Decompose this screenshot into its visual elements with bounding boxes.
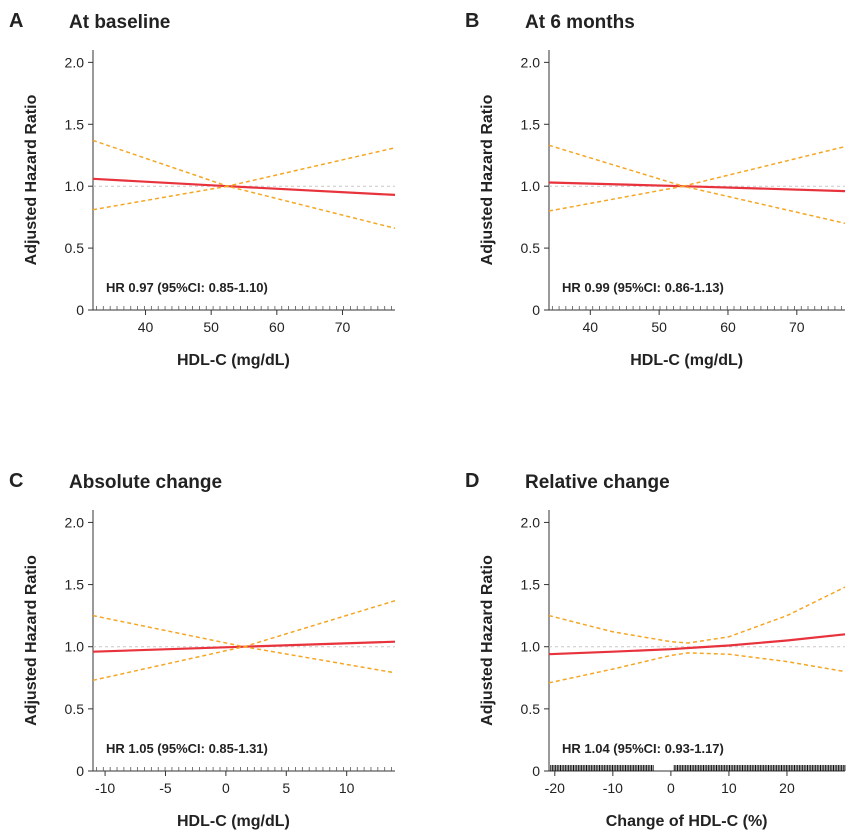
rug-marks	[551, 306, 843, 310]
rug-marks	[96, 306, 392, 310]
y-tick-label: 1.5	[65, 577, 85, 593]
x-axis-label: HDL-C (mg/dL)	[177, 813, 290, 830]
x-tick-label: 70	[789, 319, 805, 335]
y-tick-label: 1.0	[65, 178, 85, 194]
series-upper-ci	[548, 144, 846, 187]
panel-title: Absolute change	[69, 472, 222, 493]
panel-letter: B	[465, 10, 479, 32]
x-tick-label: -20	[545, 780, 565, 796]
series-lower-ci	[548, 652, 846, 684]
panel-title: At 6 months	[525, 12, 635, 33]
y-axis-label: Adjusted Hazard Ratio	[479, 94, 496, 265]
panel-title: At baseline	[69, 12, 170, 33]
y-axis-label: Adjusted Hazard Ratio	[23, 555, 40, 726]
y-tick-label: 1.5	[65, 116, 85, 132]
rug-marks	[550, 765, 846, 771]
x-tick-label: -5	[159, 780, 172, 796]
y-tick-label: 1.0	[521, 639, 541, 655]
y-tick-label: 0	[532, 302, 540, 318]
y-tick-label: 1.0	[521, 178, 541, 194]
x-tick-label: 20	[779, 780, 795, 796]
y-tick-label: 2.0	[521, 514, 541, 530]
y-tick-label: 2.0	[521, 54, 541, 70]
y-tick-label: 1.5	[521, 116, 541, 132]
panel-letter: A	[9, 10, 23, 32]
x-tick-label: -10	[603, 780, 623, 796]
y-tick-label: 0.5	[521, 701, 541, 717]
series-upper-ci	[92, 599, 396, 648]
x-tick-label: 10	[721, 780, 737, 796]
x-axis-label: HDL-C (mg/dL)	[630, 352, 743, 369]
y-tick-label: 2.0	[65, 514, 85, 530]
chart-panel-b: B At 6 months 0 0.5 1.0 1.5 2.0 40 50 60 70 HR 0.99…	[465, 10, 846, 369]
y-tick-label: 1.0	[65, 639, 85, 655]
chart-panel-a: A At baseline 0 0.5 1.0 1.5 2.0 40 50 60 70 HR 0.97…	[9, 10, 396, 369]
y-tick-label: 1.5	[521, 577, 541, 593]
y-tick-label: 0.5	[65, 240, 85, 256]
x-tick-label: 0	[667, 780, 675, 796]
y-tick-label: 0	[76, 763, 84, 779]
chart-panel-c: C Absolute change 0 0.5 1.0 1.5 2.0 -10 -5 0 5 10 HR…	[9, 470, 396, 830]
hr-annotation: HR 0.97 (95%CI: 0.85-1.10)	[106, 280, 268, 295]
panel-letter: C	[9, 470, 23, 492]
x-axis-label: Change of HDL-C (%)	[606, 813, 768, 830]
hr-annotation: HR 1.04 (95%CI: 0.93-1.17)	[562, 741, 724, 756]
chart-panel-d: D Relative change 0 0.5 1.0 1.5 2.0 -20 -10 0 10 20…	[465, 470, 846, 830]
series-lower-ci	[92, 185, 396, 230]
y-tick-label: 0	[532, 763, 540, 779]
y-tick-label: 0.5	[65, 701, 85, 717]
x-tick-label: 70	[335, 319, 351, 335]
x-tick-label: 60	[269, 319, 285, 335]
hr-annotation: HR 1.05 (95%CI: 0.85-1.31)	[106, 741, 268, 756]
series-estimate	[548, 633, 846, 656]
x-tick-label: 5	[282, 780, 290, 796]
y-tick-label: 0.5	[521, 240, 541, 256]
x-tick-label: -10	[95, 780, 115, 796]
x-tick-label: 60	[720, 319, 736, 335]
y-tick-label: 2.0	[65, 54, 85, 70]
y-axis-label: Adjusted Hazard Ratio	[479, 555, 496, 726]
x-tick-label: 50	[203, 319, 219, 335]
rug-marks	[96, 767, 392, 771]
series-lower-ci	[548, 185, 846, 225]
x-tick-label: 40	[583, 319, 599, 335]
x-tick-label: 40	[138, 319, 154, 335]
x-tick-label: 50	[651, 319, 667, 335]
hr-annotation: HR 0.99 (95%CI: 0.86-1.13)	[562, 280, 724, 295]
series-lower-ci	[92, 645, 396, 682]
panel-title: Relative change	[525, 472, 670, 493]
series-upper-ci	[548, 586, 846, 644]
series-upper-ci	[92, 139, 396, 187]
x-axis-label: HDL-C (mg/dL)	[177, 352, 290, 369]
y-axis-label: Adjusted Hazard Ratio	[23, 94, 40, 265]
series-estimate	[92, 177, 396, 196]
x-tick-label: 0	[222, 780, 230, 796]
panel-letter: D	[465, 470, 479, 492]
y-tick-label: 0	[76, 302, 84, 318]
x-tick-label: 10	[339, 780, 355, 796]
